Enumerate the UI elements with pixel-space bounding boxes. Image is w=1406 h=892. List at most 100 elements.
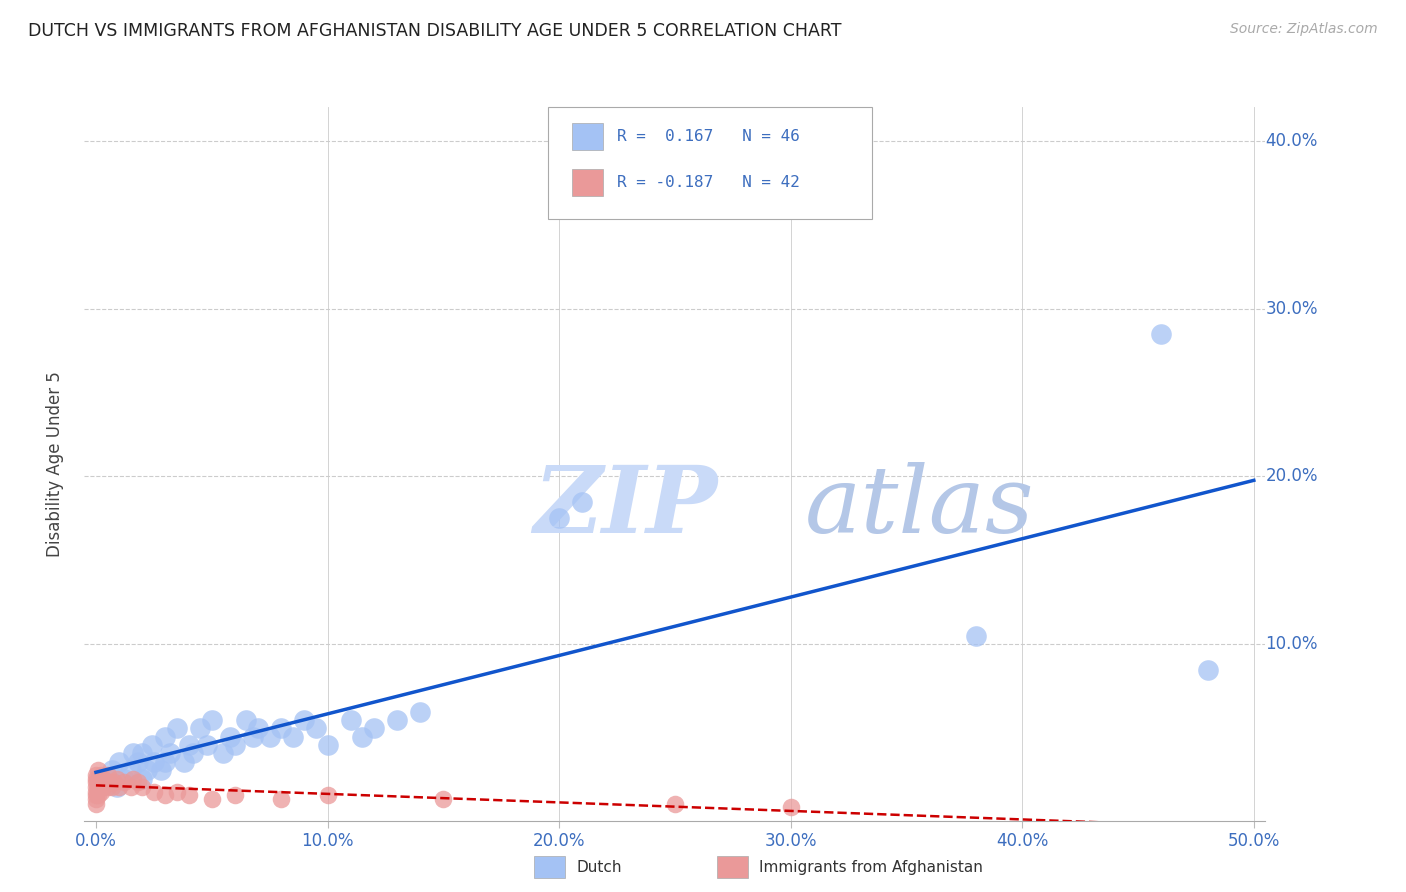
Point — [87, 772, 110, 786]
Y-axis label: Disability Age Under 5: Disability Age Under 5 — [45, 371, 63, 557]
Point — [270, 721, 292, 735]
Point — [96, 780, 118, 794]
Point — [1197, 663, 1219, 677]
Point — [91, 780, 114, 794]
Point — [212, 747, 235, 761]
Point — [127, 775, 149, 789]
Point — [120, 764, 142, 778]
Point — [571, 494, 593, 508]
Point — [181, 747, 204, 761]
Text: atlas: atlas — [804, 462, 1035, 551]
Point — [166, 785, 188, 799]
Point — [247, 721, 270, 735]
Point — [105, 780, 128, 794]
Point — [363, 721, 385, 735]
Point — [155, 730, 177, 744]
Point — [177, 738, 200, 752]
Point — [84, 768, 107, 782]
Point — [965, 629, 987, 643]
Point — [779, 800, 801, 814]
Point — [87, 775, 110, 789]
Point — [90, 768, 112, 782]
Point — [108, 755, 131, 769]
Point — [292, 713, 315, 727]
Point — [84, 775, 107, 789]
Point — [96, 772, 118, 786]
Point — [84, 785, 107, 799]
Point — [142, 785, 165, 799]
Point — [135, 764, 157, 778]
Point — [122, 747, 145, 761]
Point — [94, 775, 117, 789]
Point — [101, 780, 124, 794]
Point — [141, 738, 163, 752]
Text: R = -0.187   N = 42: R = -0.187 N = 42 — [617, 176, 800, 190]
Point — [84, 789, 107, 803]
Point — [90, 785, 112, 799]
Point — [177, 789, 200, 803]
Point — [201, 713, 224, 727]
Point — [195, 738, 218, 752]
Point — [87, 764, 110, 778]
Point — [242, 730, 264, 744]
Point — [155, 789, 177, 803]
Point — [112, 775, 135, 789]
Point — [219, 730, 242, 744]
Point — [352, 730, 374, 744]
Text: 40.0%: 40.0% — [1265, 132, 1317, 150]
Point — [224, 789, 246, 803]
Point — [87, 789, 110, 803]
Point — [108, 780, 131, 794]
Point — [131, 772, 153, 786]
Point — [1150, 326, 1173, 341]
Point — [173, 755, 195, 769]
Point — [305, 721, 328, 735]
Point — [224, 738, 246, 752]
Text: 10.0%: 10.0% — [1265, 635, 1317, 653]
Point — [142, 755, 165, 769]
Point — [84, 792, 107, 806]
Point — [98, 775, 121, 789]
Point — [149, 764, 172, 778]
Point — [259, 730, 281, 744]
Point — [159, 747, 181, 761]
Point — [112, 772, 135, 786]
Point — [84, 772, 107, 786]
Text: Dutch: Dutch — [576, 860, 621, 874]
Point — [127, 755, 149, 769]
Point — [87, 780, 110, 794]
Point — [166, 721, 188, 735]
Point — [188, 721, 211, 735]
Point — [91, 772, 114, 786]
Point — [664, 797, 686, 811]
Point — [103, 775, 125, 789]
Point — [155, 755, 177, 769]
Point — [96, 768, 118, 782]
Point — [90, 775, 112, 789]
Text: 30.0%: 30.0% — [1265, 300, 1317, 318]
Point — [131, 747, 153, 761]
Text: 20.0%: 20.0% — [1265, 467, 1317, 485]
Text: Source: ZipAtlas.com: Source: ZipAtlas.com — [1230, 22, 1378, 37]
Point — [84, 780, 107, 794]
Text: DUTCH VS IMMIGRANTS FROM AFGHANISTAN DISABILITY AGE UNDER 5 CORRELATION CHART: DUTCH VS IMMIGRANTS FROM AFGHANISTAN DIS… — [28, 22, 842, 40]
Point — [105, 772, 128, 786]
Point — [339, 713, 361, 727]
Point — [316, 789, 339, 803]
Point — [201, 792, 224, 806]
Point — [122, 772, 145, 786]
Point — [101, 764, 124, 778]
Point — [270, 792, 292, 806]
Point — [84, 797, 107, 811]
Text: Immigrants from Afghanistan: Immigrants from Afghanistan — [759, 860, 983, 874]
Point — [548, 511, 571, 525]
Point — [316, 738, 339, 752]
Text: ZIP: ZIP — [533, 462, 717, 551]
Text: R =  0.167   N = 46: R = 0.167 N = 46 — [617, 129, 800, 144]
Point — [432, 792, 454, 806]
Point — [120, 780, 142, 794]
Point — [235, 713, 257, 727]
Point — [385, 713, 408, 727]
Point — [409, 705, 432, 719]
Point — [131, 780, 153, 794]
